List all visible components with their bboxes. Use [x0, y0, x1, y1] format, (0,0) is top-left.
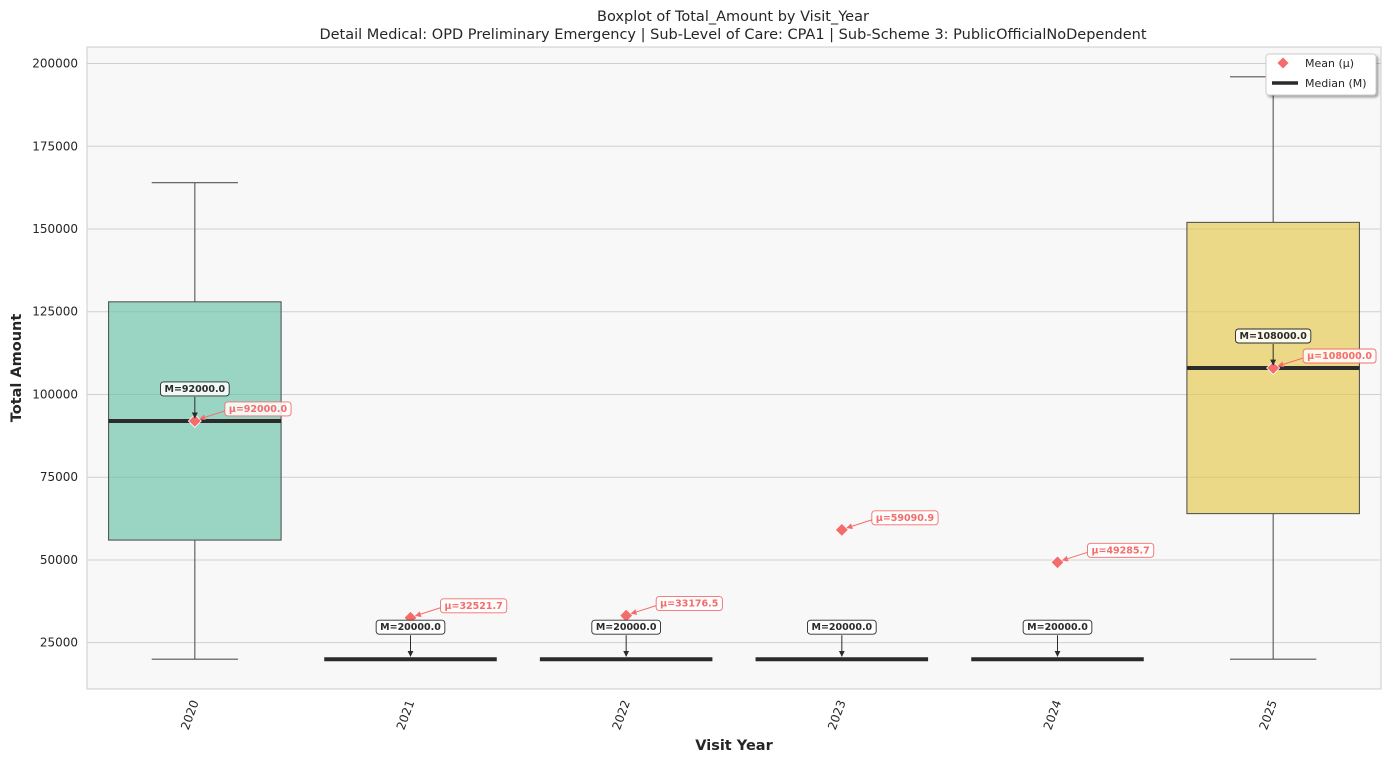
x-tick-label: 2024 [1041, 698, 1065, 731]
mean-label-box [655, 596, 723, 612]
x-tick-label: 2021 [394, 698, 418, 731]
mean-marker-2024 [1050, 555, 1065, 570]
mean-label-box [1087, 542, 1155, 558]
y-tick-label: 25000 [40, 636, 78, 650]
median-label-box [160, 381, 230, 397]
mean-label-box [224, 401, 292, 417]
y-tick-label: 75000 [40, 470, 78, 484]
mean-marker-2020 [187, 413, 202, 429]
y-tick-label: 175000 [32, 139, 78, 153]
median-label-2023: M=20000.0 [811, 622, 872, 633]
mean-label-arrow [1061, 551, 1088, 562]
legend-median-label: Median (M) [1305, 77, 1367, 90]
x-axis-label: Visit Year [695, 738, 773, 754]
median-label-box [1022, 619, 1093, 635]
chart-title: Boxplot of Total_Amount by Visit_Year [597, 9, 869, 25]
y-tick-label: 125000 [32, 305, 78, 319]
mean-label-2022: μ=33176.5 [660, 599, 718, 610]
median-label-box [375, 619, 446, 635]
mean-label-arrow [199, 410, 225, 421]
y-tick-label: 100000 [32, 387, 78, 401]
legend-mean-marker [1277, 57, 1289, 69]
mean-label-2023: μ=59090.9 [876, 513, 934, 524]
median-label-2022: M=20000.0 [596, 622, 657, 633]
median-label-2024: M=20000.0 [1027, 622, 1088, 633]
mean-label-arrow [846, 519, 872, 530]
median-label-box [1235, 328, 1312, 344]
median-label-box [807, 619, 877, 635]
grid-lines [87, 63, 1381, 644]
y-tick-label: 150000 [32, 222, 78, 236]
mean-label-box [871, 510, 939, 526]
legend-mean-label: Mean (μ) [1305, 57, 1354, 70]
plot-area [86, 46, 1382, 690]
x-tick-label: 2023 [825, 698, 849, 731]
median-label-2020: M=92000.0 [164, 384, 225, 395]
median-label-box [591, 619, 661, 635]
y-tick-label: 50000 [40, 553, 78, 567]
legend: Mean (μ) Median (M) [1265, 53, 1377, 96]
median-label-2025: M=108000.0 [1240, 331, 1308, 342]
mean-label-2020: μ=92000.0 [229, 404, 288, 415]
box-series [108, 76, 1360, 662]
chart-subtitle: Detail Medical: OPD Preliminary Emergenc… [319, 27, 1146, 43]
mean-label-box [440, 598, 508, 614]
mean-label-arrow [414, 607, 441, 617]
x-tick-label: 2025 [1256, 698, 1280, 731]
mean-label-2025: μ=108000.0 [1307, 351, 1372, 362]
x-axis-ticks: 2020 2021 2022 2023 2024 2025 [178, 698, 1280, 731]
y-axis-label: Total Amount [9, 314, 25, 423]
mean-label-box [1302, 348, 1377, 364]
y-tick-label: 200000 [32, 57, 78, 71]
mean-label-2024: μ=49285.7 [1092, 545, 1150, 556]
x-tick-label: 2022 [609, 698, 633, 731]
mean-label-arrow [630, 605, 657, 615]
mean-label-arrow [1277, 357, 1304, 368]
annotations: M=92000.0 μ=92000.0 M=20000.0 μ=32521.7 M=20… [160, 328, 1377, 657]
mean-marker-2025 [1266, 360, 1281, 376]
y-axis-ticks: 25000 50000 75000 100000 125000 150000 175000 2… [32, 57, 78, 650]
x-tick-label: 2020 [178, 698, 202, 731]
mean-marker-2023 [834, 522, 849, 537]
mean-label-2021: μ=32521.7 [445, 601, 503, 612]
median-label-2021: M=20000.0 [380, 622, 441, 633]
